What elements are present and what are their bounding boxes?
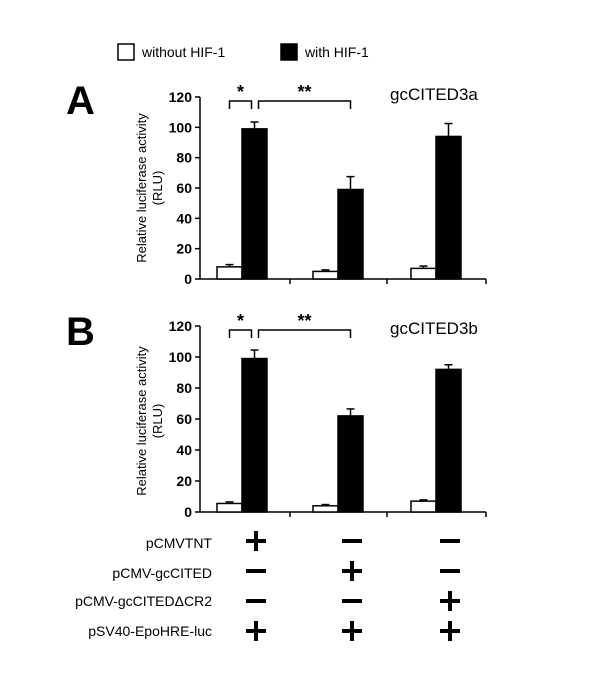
panel-a-label: A xyxy=(66,79,95,123)
panel-a-bar-with-hif1 xyxy=(435,135,462,280)
panel-b-label: B xyxy=(66,310,95,354)
legend: without HIF-1 with HIF-1 xyxy=(117,43,369,61)
panel-b-y-tick-label: 80 xyxy=(176,380,192,396)
panel-a-bar-without-hif1 xyxy=(312,270,339,280)
panel-a: A gcCITED3a Relative luciferase activity… xyxy=(66,79,487,287)
panel-b-significance-label: * xyxy=(237,311,244,331)
panel-b-ylabel-unit: (RLU) xyxy=(150,404,165,439)
panel-a-y-tick-label: 100 xyxy=(169,119,193,135)
panel-a-title: gcCITED3a xyxy=(390,85,478,104)
conditions-table: pCMVTNT pCMV-gcCITED pCMV-gcCITEDΔCR2 pS… xyxy=(75,531,460,641)
panel-a-y-tick-label: 40 xyxy=(176,210,192,226)
panel-b-bar-with-hif1 xyxy=(435,368,462,513)
legend-label-with-hif1: with HIF-1 xyxy=(304,44,369,60)
panel-a-ylabel: Relative luciferase activity xyxy=(134,113,149,263)
condition-label-psv40-epohre-luc: pSV40-EpoHRE-luc xyxy=(88,623,212,639)
legend-swatch-without-hif1 xyxy=(117,43,135,61)
panel-b-ylabel: Relative luciferase activity xyxy=(134,346,149,496)
panel-b-y-tick-label: 0 xyxy=(184,504,192,520)
condition-label-pcmv-gccited-dcr2: pCMV-gcCITEDΔCR2 xyxy=(75,593,212,609)
panel-a-bar-without-hif1 xyxy=(410,267,437,280)
condition-signs xyxy=(246,531,460,641)
panel-a-significance-label: ** xyxy=(297,82,311,102)
panel-b-significance-bracket xyxy=(228,329,253,338)
panel-b-bar-without-hif1 xyxy=(410,500,437,513)
panel-a-y-tick-label: 60 xyxy=(176,180,192,196)
condition-label-pcmv-gccited: pCMV-gcCITED xyxy=(112,565,212,581)
condition-label-pcmvtnt: pCMVTNT xyxy=(146,535,213,551)
panel-b-y-tick-label: 100 xyxy=(169,349,193,365)
panel-b-y-tick-label: 20 xyxy=(176,473,192,489)
panel-a-bar-without-hif1 xyxy=(216,266,243,280)
panel-a-y-tick-label: 20 xyxy=(176,241,192,257)
panel-b-y-tick-label: 60 xyxy=(176,411,192,427)
panel-a-y-tick-label: 80 xyxy=(176,150,192,166)
panel-a-y-tick-label: 0 xyxy=(184,271,192,287)
panel-a-bar-with-hif1 xyxy=(337,188,364,280)
panel-b-bar-without-hif1 xyxy=(216,502,243,513)
panel-a-bar-with-hif1 xyxy=(241,128,268,280)
panel-b-bar-without-hif1 xyxy=(312,505,339,513)
panel-a-significance-bracket xyxy=(228,100,253,109)
legend-swatch-with-hif1 xyxy=(280,43,298,61)
panel-a-ylabel-unit: (RLU) xyxy=(150,171,165,206)
panel-b-y-tick-label: 120 xyxy=(169,318,193,334)
panel-a-y-tick-label: 120 xyxy=(169,89,193,105)
panel-b-title: gcCITED3b xyxy=(390,319,478,338)
panel-b-significance-label: ** xyxy=(297,311,311,331)
panel-a-significance-label: * xyxy=(237,82,244,102)
panel-b: B gcCITED3b Relative luciferase activity… xyxy=(66,310,487,520)
panel-b-bar-with-hif1 xyxy=(337,415,364,513)
panel-b-significance-bracket xyxy=(257,329,352,338)
panel-b-bar-with-hif1 xyxy=(241,357,268,513)
panel-a-significance-bracket xyxy=(257,100,352,109)
legend-label-without-hif1: without HIF-1 xyxy=(141,44,225,60)
panel-b-y-tick-label: 40 xyxy=(176,442,192,458)
